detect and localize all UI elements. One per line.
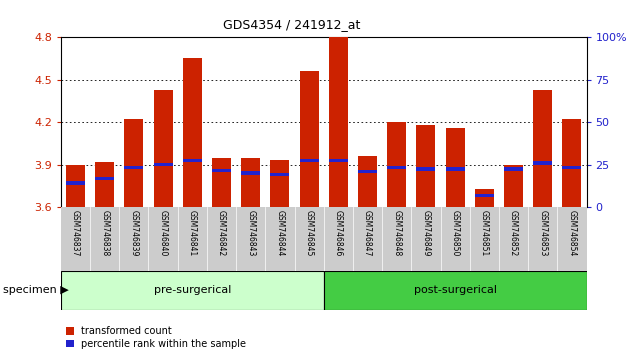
Text: GSM746853: GSM746853 [538,210,547,257]
Text: GSM746845: GSM746845 [304,210,313,257]
Bar [66,165,85,207]
Bar [562,166,581,169]
Bar [324,271,587,310]
Bar [475,194,494,198]
Bar [387,122,406,207]
Bar [417,125,435,207]
Bar [96,177,114,181]
Text: GSM746842: GSM746842 [217,210,226,257]
Text: GSM746838: GSM746838 [100,210,109,257]
Bar [533,161,552,165]
Bar [329,159,348,162]
Text: GSM746839: GSM746839 [129,210,138,257]
Text: GSM746846: GSM746846 [334,210,343,257]
Bar [271,160,289,207]
Bar [299,71,319,207]
Text: GSM746854: GSM746854 [567,210,576,257]
Bar [212,169,231,172]
Bar [241,171,260,175]
Text: GSM746841: GSM746841 [188,210,197,257]
Text: GSM746849: GSM746849 [421,210,430,257]
Bar [504,165,523,207]
Bar [124,166,144,169]
Bar [475,189,494,207]
Text: GSM746837: GSM746837 [71,210,80,257]
Bar [329,37,348,207]
Text: post-surgerical: post-surgerical [413,285,497,295]
Bar [154,90,172,207]
Bar [358,156,377,207]
Text: GSM746852: GSM746852 [509,210,518,257]
Bar [212,158,231,207]
Bar [183,159,202,162]
Text: GSM746848: GSM746848 [392,210,401,257]
Bar [445,167,465,171]
Bar [61,271,324,310]
Bar [66,181,85,185]
Bar [533,90,552,207]
Bar [154,163,172,166]
Bar [445,128,465,207]
Text: GSM746840: GSM746840 [158,210,167,257]
Text: specimen ▶: specimen ▶ [3,285,69,295]
Text: GSM746850: GSM746850 [451,210,460,257]
Text: pre-surgerical: pre-surgerical [154,285,231,295]
Bar [96,162,114,207]
Bar [124,119,144,207]
Text: GDS4354 / 241912_at: GDS4354 / 241912_at [223,18,360,31]
Text: GSM746844: GSM746844 [276,210,285,257]
Bar [183,58,202,207]
Text: GSM746847: GSM746847 [363,210,372,257]
Legend: transformed count, percentile rank within the sample: transformed count, percentile rank withi… [66,326,246,349]
Text: GSM746851: GSM746851 [480,210,489,257]
Bar [358,170,377,173]
Bar [271,173,289,176]
Bar [387,166,406,169]
Bar [504,167,523,171]
Bar [241,158,260,207]
Bar [299,159,319,162]
Bar [562,119,581,207]
Text: GSM746843: GSM746843 [246,210,255,257]
Bar [417,167,435,171]
